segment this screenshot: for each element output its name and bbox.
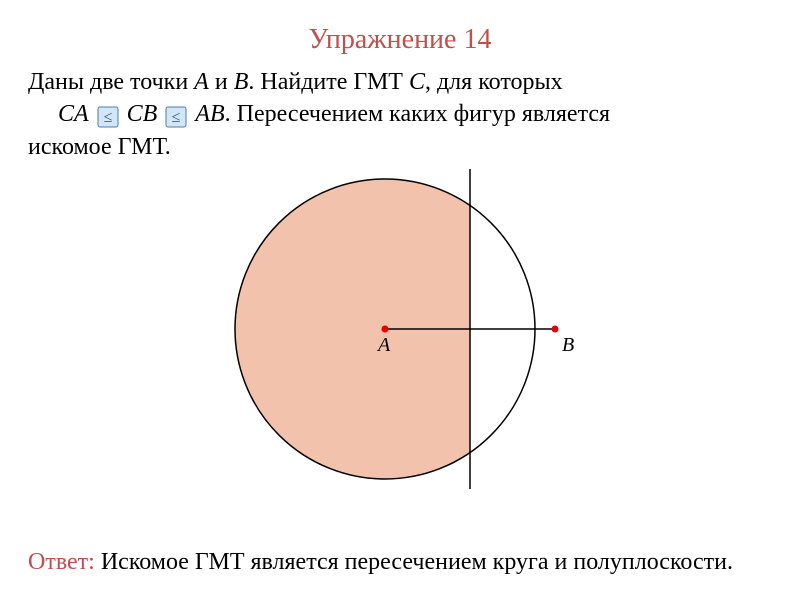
var-AB: AB — [195, 101, 224, 127]
var-C: C — [409, 69, 425, 95]
problem-line1-mid: . Найдите ГМТ — [248, 69, 409, 95]
problem-line3: искомое ГМТ. — [28, 134, 171, 160]
exercise-title: Упражнение 14 — [0, 0, 800, 56]
problem-and: и — [209, 69, 234, 95]
answer-block: Ответ: Искомое ГМТ является пересечением… — [28, 546, 772, 578]
var-CA: CA — [58, 101, 89, 127]
geometry-diagram: AB — [210, 159, 590, 499]
svg-text:≤: ≤ — [172, 109, 181, 126]
var-CB: CB — [127, 101, 158, 127]
problem-line1-suffix: , для которых — [425, 69, 563, 95]
answer-label: Ответ: — [28, 549, 95, 575]
title-text: Упражнение 14 — [309, 24, 492, 55]
svg-text:≤: ≤ — [103, 109, 112, 126]
leq-icon: ≤ — [97, 105, 119, 127]
problem-statement: Даны две точки A и B. Найдите ГМТ C, для… — [0, 56, 800, 163]
leq-icon: ≤ — [165, 105, 187, 127]
answer-text: Искомое ГМТ является пересечением круга … — [95, 549, 733, 575]
var-B: B — [234, 69, 249, 95]
svg-text:B: B — [562, 334, 574, 356]
problem-line2-rest: . Пересечением каких фигур является — [225, 101, 610, 127]
problem-line1-prefix: Даны две точки — [28, 69, 194, 95]
var-A: A — [194, 69, 209, 95]
diagram-container: AB — [0, 159, 800, 499]
svg-text:A: A — [376, 334, 391, 356]
